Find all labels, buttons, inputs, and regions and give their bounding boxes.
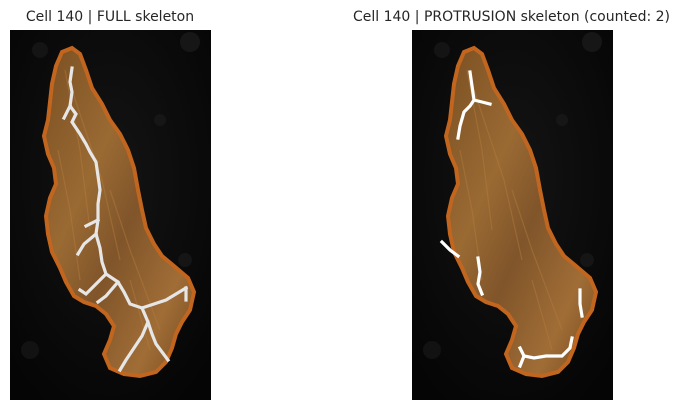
image-protrusion-skeleton [412, 30, 613, 400]
panel-title-protrusion: Cell 140 | PROTRUSION skeleton (counted:… [352, 9, 671, 25]
full-skeleton [61, 66, 189, 373]
cell-body [41, 45, 197, 379]
image-full-skeleton [10, 30, 211, 400]
panel-protrusion-skeleton: Cell 140 | PROTRUSION skeleton (counted:… [330, 0, 693, 410]
panel-title-full: Cell 140 | FULL skeleton [25, 9, 195, 25]
panel-full-skeleton: Cell 140 | FULL skeleton [0, 0, 220, 410]
protrusion-skeleton [439, 70, 584, 369]
